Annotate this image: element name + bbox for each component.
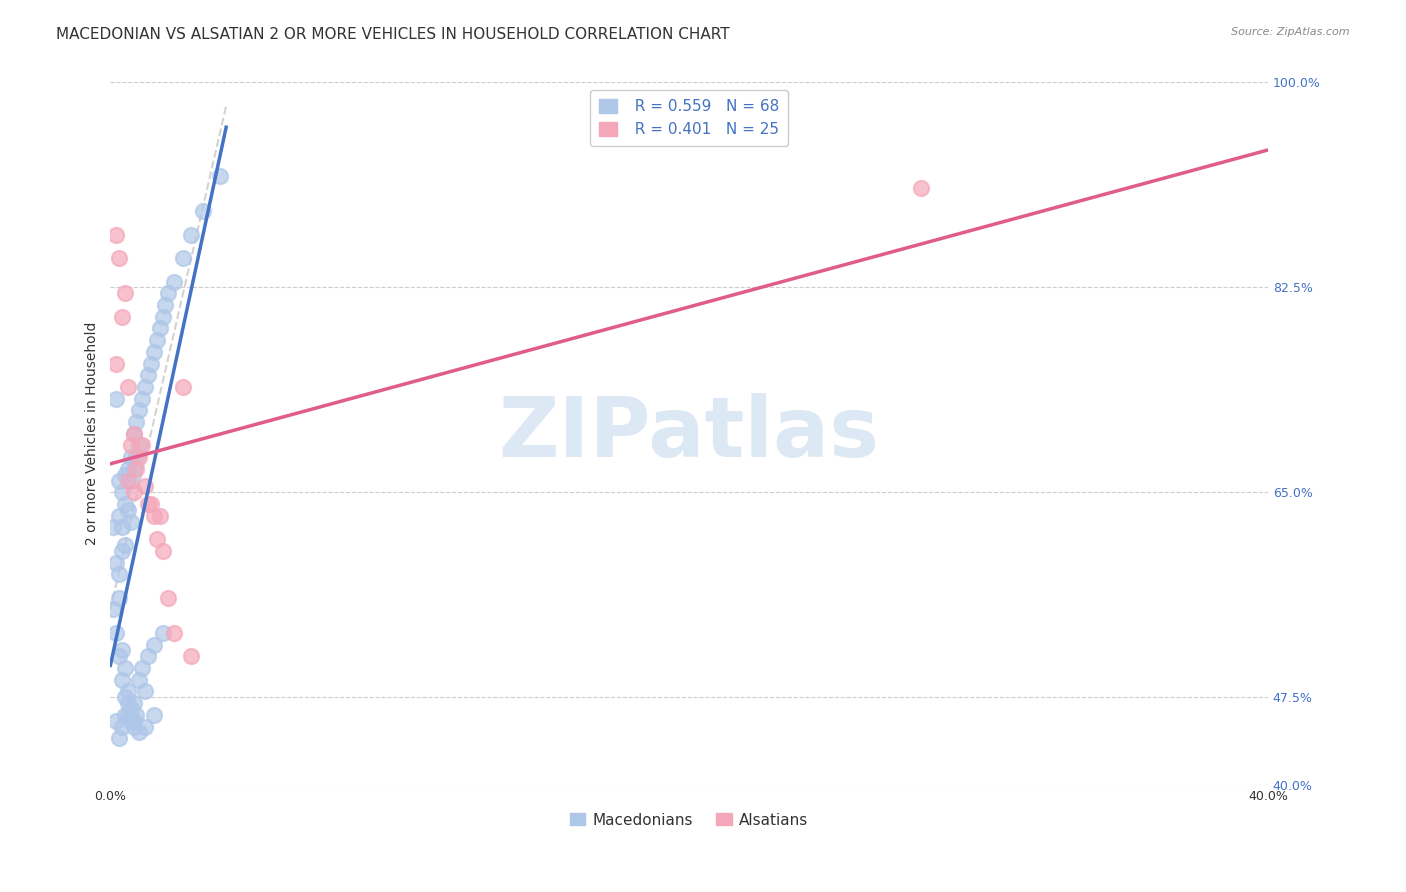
Point	[122, 720, 145, 734]
Point	[105, 227, 128, 242]
Point	[122, 462, 145, 476]
Point	[209, 169, 232, 183]
Point	[103, 520, 125, 534]
Point	[163, 625, 186, 640]
Point	[120, 515, 142, 529]
Point	[191, 204, 214, 219]
Point	[152, 310, 174, 324]
Point	[108, 251, 131, 265]
Point	[111, 485, 134, 500]
Point	[108, 474, 131, 488]
Point	[125, 450, 148, 465]
Point	[134, 720, 156, 734]
Point	[136, 649, 159, 664]
Point	[117, 474, 139, 488]
Point	[111, 520, 134, 534]
Point	[145, 333, 167, 347]
Point	[122, 714, 145, 728]
Point	[142, 707, 165, 722]
Point	[105, 392, 128, 406]
Point	[108, 508, 131, 523]
Point	[149, 321, 172, 335]
Point	[114, 707, 136, 722]
Point	[105, 556, 128, 570]
Point	[111, 310, 134, 324]
Point	[114, 286, 136, 301]
Point	[125, 415, 148, 429]
Point	[131, 661, 153, 675]
Point	[125, 707, 148, 722]
Point	[125, 462, 148, 476]
Point	[134, 380, 156, 394]
Point	[114, 538, 136, 552]
Point	[111, 643, 134, 657]
Point	[117, 696, 139, 710]
Point	[108, 591, 131, 605]
Point	[163, 275, 186, 289]
Point	[117, 684, 139, 698]
Point	[111, 673, 134, 687]
Point	[910, 181, 932, 195]
Point	[157, 591, 180, 605]
Point	[105, 357, 128, 371]
Point	[120, 702, 142, 716]
Point	[172, 251, 194, 265]
Point	[136, 497, 159, 511]
Point	[136, 368, 159, 383]
Point	[142, 344, 165, 359]
Point	[128, 438, 150, 452]
Point	[114, 497, 136, 511]
Point	[131, 438, 153, 452]
Point	[108, 649, 131, 664]
Point	[122, 426, 145, 441]
Point	[117, 707, 139, 722]
Point	[149, 508, 172, 523]
Legend: Macedonians, Alsatians: Macedonians, Alsatians	[564, 806, 814, 834]
Point	[114, 690, 136, 705]
Point	[114, 661, 136, 675]
Point	[117, 503, 139, 517]
Point	[145, 532, 167, 546]
Point	[128, 725, 150, 739]
Point	[117, 462, 139, 476]
Text: ZIPatlas: ZIPatlas	[499, 393, 880, 475]
Point	[152, 544, 174, 558]
Point	[111, 720, 134, 734]
Point	[155, 298, 177, 312]
Point	[122, 485, 145, 500]
Point	[117, 380, 139, 394]
Point	[105, 714, 128, 728]
Point	[120, 474, 142, 488]
Point	[120, 450, 142, 465]
Text: MACEDONIAN VS ALSATIAN 2 OR MORE VEHICLES IN HOUSEHOLD CORRELATION CHART: MACEDONIAN VS ALSATIAN 2 OR MORE VEHICLE…	[56, 27, 730, 42]
Point	[172, 380, 194, 394]
Point	[180, 227, 202, 242]
Point	[139, 357, 162, 371]
Point	[139, 497, 162, 511]
Point	[103, 602, 125, 616]
Y-axis label: 2 or more Vehicles in Household: 2 or more Vehicles in Household	[86, 322, 100, 545]
Point	[128, 450, 150, 465]
Point	[122, 696, 145, 710]
Point	[134, 684, 156, 698]
Point	[114, 467, 136, 482]
Point	[105, 625, 128, 640]
Point	[122, 426, 145, 441]
Point	[142, 638, 165, 652]
Text: Source: ZipAtlas.com: Source: ZipAtlas.com	[1232, 27, 1350, 37]
Point	[128, 673, 150, 687]
Point	[128, 403, 150, 417]
Point	[131, 392, 153, 406]
Point	[108, 731, 131, 746]
Point	[111, 544, 134, 558]
Point	[120, 714, 142, 728]
Point	[120, 438, 142, 452]
Point	[152, 625, 174, 640]
Point	[180, 649, 202, 664]
Point	[142, 508, 165, 523]
Point	[108, 567, 131, 582]
Point	[157, 286, 180, 301]
Point	[134, 479, 156, 493]
